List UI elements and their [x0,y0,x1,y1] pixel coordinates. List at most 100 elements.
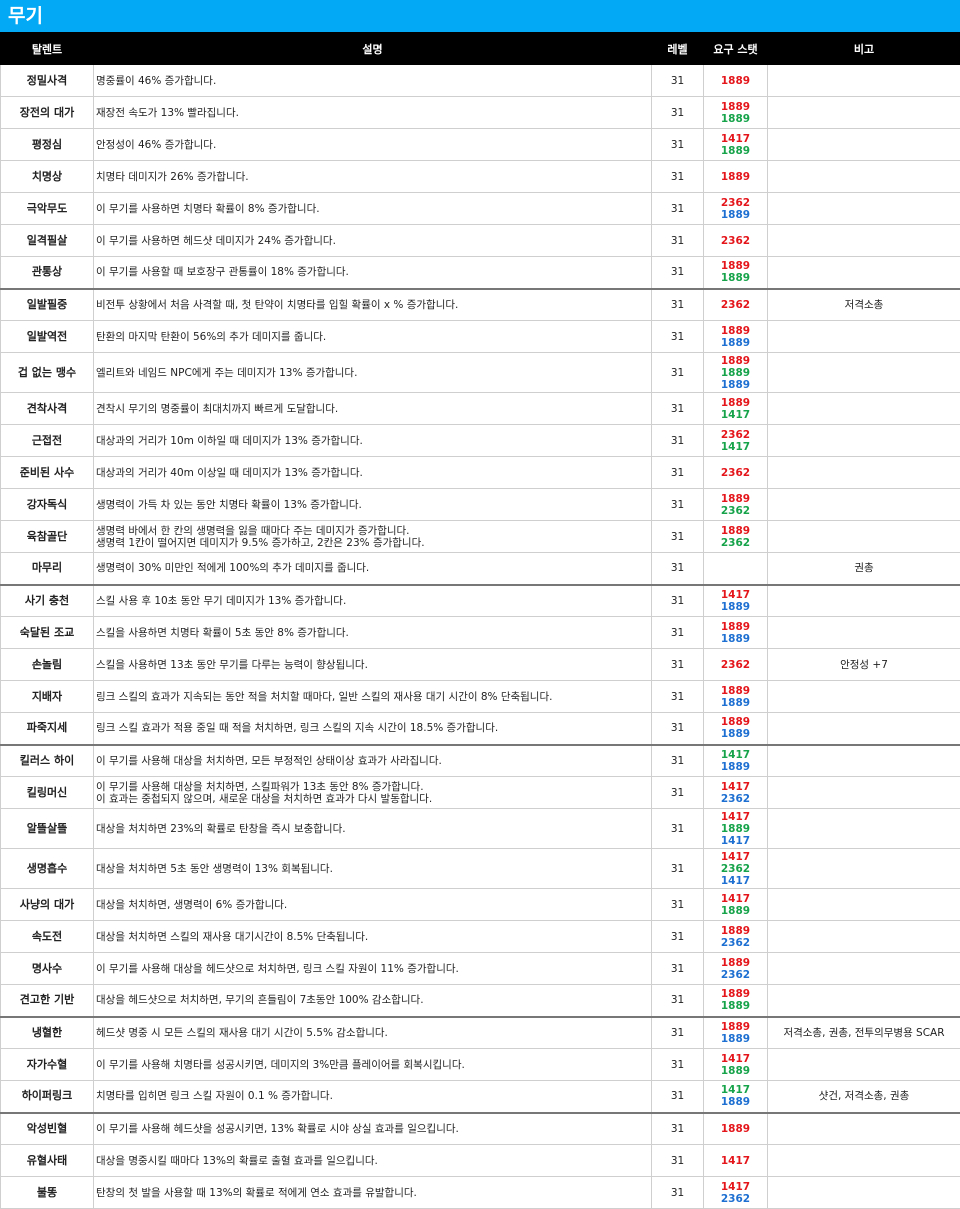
talent-name: 생명흡수 [1,849,94,889]
talent-level: 31 [652,681,704,713]
description-line: 탄환의 마지막 탄환이 56%의 추가 데미지를 줍니다. [96,331,649,343]
talent-name: 육참골단 [1,521,94,553]
talent-note [768,457,960,489]
stat-value-green: 1417 [706,749,765,761]
description-line: 이 무기를 사용하면 치명타 확률이 8% 증가합니다. [96,203,649,215]
description-line: 대상과의 거리가 40m 이상일 때 데미지가 13% 증가합니다. [96,467,649,479]
description-line: 대상을 처치하면 스킬의 재사용 대기시간이 8.5% 단축됩니다. [96,931,649,943]
required-stat: 2362 [704,457,768,489]
talent-description: 탄환의 마지막 탄환이 56%의 추가 데미지를 줍니다. [94,321,652,353]
description-line: 명중률이 46% 증가합니다. [96,75,649,87]
stat-value-green: 2362 [706,863,765,875]
talent-description: 대상을 헤드샷으로 처치하면, 무기의 흔들림이 7초동안 100% 감소합니다… [94,985,652,1017]
talent-name: 파죽지세 [1,713,94,745]
talent-note [768,1049,960,1081]
talent-description: 명중률이 46% 증가합니다. [94,65,652,97]
talent-level: 31 [652,1113,704,1145]
stat-value-red: 1889 [706,171,765,183]
talent-note [768,1113,960,1145]
header-required-stat: 요구 스탯 [704,34,768,65]
talent-description: 대상을 처치하면 23%의 확률로 탄창을 즉시 보충합니다. [94,809,652,849]
description-line: 이 효과는 중첩되지 않으며, 새로운 대상을 처치하면 효과가 다시 발동합니… [96,793,649,805]
talent-name: 마무리 [1,553,94,585]
talent-description: 이 무기를 사용해 대상을 처치하면, 스킬파워가 13초 동안 8% 증가합니… [94,777,652,809]
description-line: 대상을 처치하면, 생명력이 6% 증가합니다. [96,899,649,911]
talent-description: 이 무기를 사용하면 치명타 확률이 8% 증가합니다. [94,193,652,225]
stat-value-red: 1417 [706,893,765,905]
talent-level: 31 [652,585,704,617]
talent-note: 샷건, 저격소총, 권총 [768,1081,960,1113]
description-line: 스킬 사용 후 10초 동안 무기 데미지가 13% 증가합니다. [96,595,649,607]
talent-name: 치명상 [1,161,94,193]
description-line: 이 무기를 사용해 대상을 헤드샷으로 처치하면, 링크 스킬 자원이 11% … [96,963,649,975]
talent-level: 31 [652,713,704,745]
talent-note [768,161,960,193]
stat-value-red: 1889 [706,685,765,697]
talent-note [768,745,960,777]
talent-description: 스킬을 사용하면 치명타 확률이 5초 동안 8% 증가합니다. [94,617,652,649]
stat-value-green: 1889 [706,145,765,157]
description-line: 대상과의 거리가 10m 이하일 때 데미지가 13% 증가합니다. [96,435,649,447]
stat-value-blue: 1889 [706,761,765,773]
stat-value-green: 1889 [706,823,765,835]
description-line: 대상을 명중시킬 때마다 13%의 확률로 출혈 효과를 일으킵니다. [96,1155,649,1167]
required-stat: 1889 [704,161,768,193]
talent-note [768,353,960,393]
talent-level: 31 [652,1081,704,1113]
stat-value-blue: 2362 [706,969,765,981]
description-line: 생명력이 가득 차 있는 동안 치명타 확률이 13% 증가합니다. [96,499,649,511]
talent-note [768,777,960,809]
talent-note [768,849,960,889]
stat-value-blue: 1889 [706,697,765,709]
talent-name: 숙달된 조교 [1,617,94,649]
talent-description: 치명타를 입히면 링크 스킬 자원이 0.1 % 증가합니다. [94,1081,652,1113]
talent-note: 안정성 +7 [768,649,960,681]
talent-note [768,889,960,921]
stat-value-green: 1417 [706,1084,765,1096]
talent-level: 31 [652,1049,704,1081]
talent-name: 일발필중 [1,289,94,321]
talent-note [768,65,960,97]
stat-value-red: 1889 [706,1021,765,1033]
talent-description: 대상을 처치하면 스킬의 재사용 대기시간이 8.5% 단축됩니다. [94,921,652,953]
talent-level: 31 [652,553,704,585]
talent-description: 견착시 무기의 명중률이 최대치까지 빠르게 도달합니다. [94,393,652,425]
talent-name: 견고한 기반 [1,985,94,1017]
talent-description: 이 무기를 사용해 대상을 처치하면, 모든 부정적인 상태이상 효과가 사라집… [94,745,652,777]
talent-description: 대상과의 거리가 40m 이상일 때 데미지가 13% 증가합니다. [94,457,652,489]
talent-name: 견착사격 [1,393,94,425]
talent-name: 속도전 [1,921,94,953]
stat-value-green: 2362 [706,537,765,549]
description-line: 치명타 데미지가 26% 증가합니다. [96,171,649,183]
talent-note [768,321,960,353]
stat-value-blue: 1889 [706,1096,765,1108]
talent-level: 31 [652,129,704,161]
talent-note: 저격소총, 권총, 전투의무병용 SCAR [768,1017,960,1049]
talent-name: 냉혈한 [1,1017,94,1049]
required-stat: 2362 [704,225,768,257]
talent-description: 생명력 바에서 한 칸의 생명력을 잃을 때마다 주는 데미지가 증가합니다.생… [94,521,652,553]
description-line: 치명타를 입히면 링크 스킬 자원이 0.1 % 증가합니다. [96,1090,649,1102]
description-line: 이 무기를 사용해 치명타를 성공시키면, 데미지의 3%만큼 플레이어를 회복… [96,1059,649,1071]
stat-value-red: 2362 [706,429,765,441]
talent-name: 준비된 사수 [1,457,94,489]
